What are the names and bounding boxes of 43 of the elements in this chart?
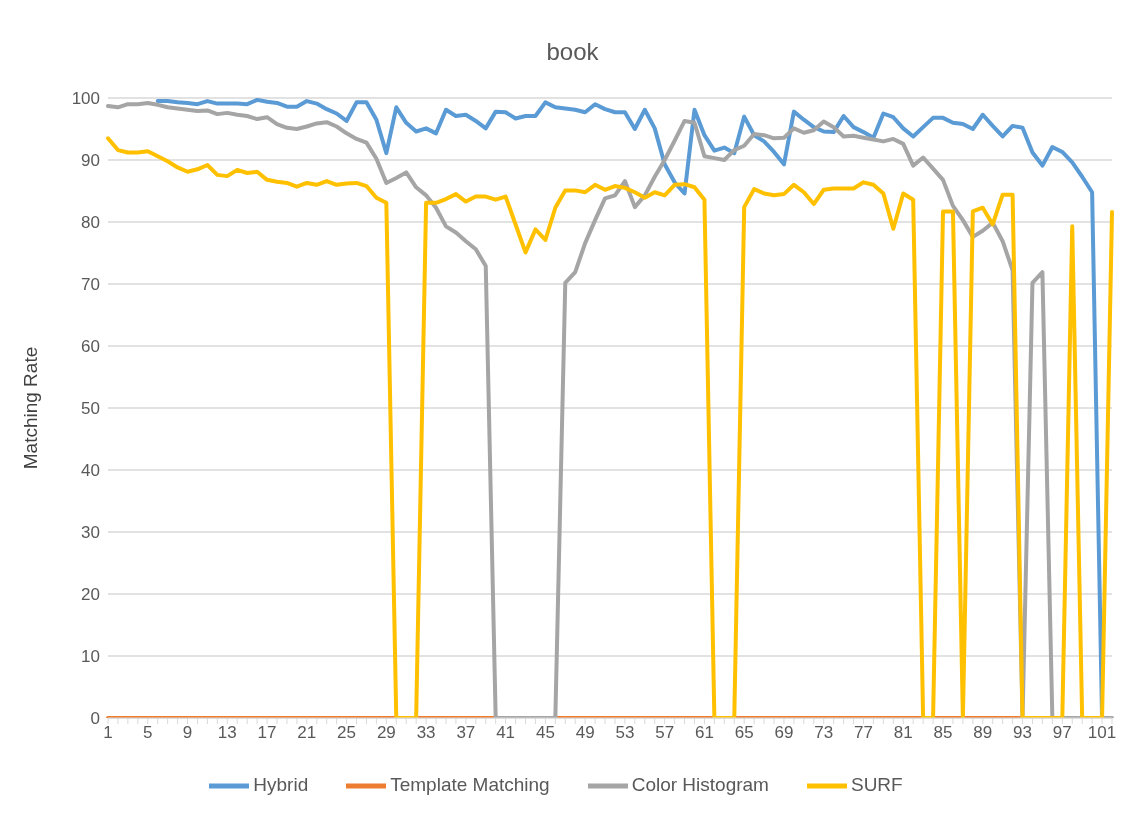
y-tick-label: 10 <box>81 647 100 667</box>
x-tick-label: 69 <box>774 723 794 743</box>
y-tick-label: 20 <box>81 585 100 605</box>
x-tick-label: 17 <box>257 723 277 743</box>
x-tick-label: 97 <box>1052 723 1072 743</box>
legend-label: Color Histogram <box>631 774 769 796</box>
y-tick-label: 70 <box>81 275 100 295</box>
x-tick-label: 77 <box>854 723 873 743</box>
x-tick-label: 13 <box>217 723 237 743</box>
x-tick-label: 57 <box>655 723 675 743</box>
x-tick-label: 5 <box>143 723 153 743</box>
x-tick-label: 101 <box>1087 723 1117 743</box>
legend-label: Hybrid <box>253 774 309 796</box>
x-tick-label: 73 <box>814 723 834 743</box>
x-tick-label: 81 <box>893 723 913 743</box>
x-tick-label: 1 <box>103 723 113 743</box>
x-tick-label: 29 <box>376 723 396 743</box>
chart-title: book <box>545 37 600 67</box>
x-tick-label: 37 <box>456 723 476 743</box>
x-tick-label: 85 <box>933 723 953 743</box>
y-tick-label: 100 <box>71 89 100 109</box>
y-tick-label: 90 <box>81 151 100 171</box>
legend-label: Template Matching <box>390 774 550 796</box>
x-tick-label: 41 <box>496 723 516 743</box>
x-tick-label: 61 <box>694 723 714 743</box>
x-tick-label: 25 <box>337 723 357 743</box>
x-tick-label: 53 <box>615 723 635 743</box>
y-tick-label: 50 <box>81 399 100 419</box>
x-tick-label: 9 <box>182 723 193 743</box>
y-tick-label: 40 <box>81 461 100 481</box>
y-tick-label: 0 <box>90 709 100 729</box>
x-tick-label: 65 <box>734 723 754 743</box>
x-tick-label: 45 <box>535 723 555 743</box>
y-tick-label: 30 <box>81 523 100 543</box>
x-tick-label: 93 <box>1013 723 1032 743</box>
x-tick-label: 89 <box>973 723 993 743</box>
x-tick-label: 49 <box>575 723 595 743</box>
y-axis-title: Matching Rate <box>19 346 41 470</box>
x-tick-label: 21 <box>297 723 317 743</box>
y-tick-label: 60 <box>81 337 100 357</box>
y-tick-label: 80 <box>81 213 100 233</box>
x-tick-label: 33 <box>416 723 436 743</box>
legend-label: SURF <box>850 774 903 796</box>
